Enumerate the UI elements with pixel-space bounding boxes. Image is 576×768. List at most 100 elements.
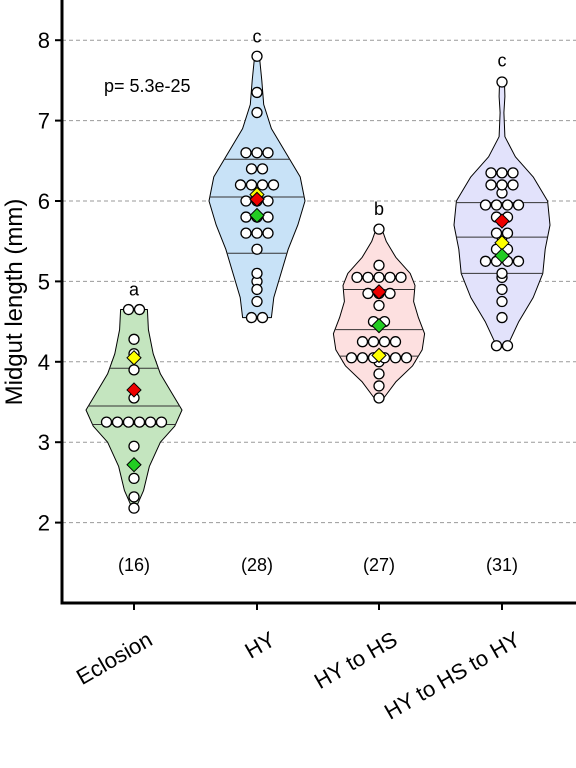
data-point	[251, 50, 263, 62]
data-point	[384, 271, 396, 284]
sample-size-label: (27)	[363, 555, 395, 575]
green-diamond-marker	[371, 317, 387, 334]
data-point	[501, 199, 514, 211]
green-diamond-marker	[126, 457, 142, 473]
data-point	[144, 416, 157, 428]
data-point	[128, 472, 140, 485]
points-3	[345, 223, 413, 404]
data-point	[245, 163, 258, 175]
y-tick-label: 2	[38, 511, 50, 536]
data-point	[490, 199, 503, 211]
data-point	[501, 340, 514, 352]
data-point	[122, 303, 135, 316]
data-point	[373, 299, 385, 312]
data-point	[240, 227, 252, 239]
data-point	[251, 106, 263, 119]
data-point	[389, 352, 402, 364]
data-point	[251, 147, 263, 159]
data-point	[128, 491, 140, 503]
y-tick-label: 3	[38, 430, 50, 455]
data-point	[133, 303, 146, 316]
y-tick-label: 7	[38, 109, 50, 134]
data-point	[512, 255, 525, 267]
x-tick-label: Eclosion	[72, 627, 157, 690]
data-point	[251, 295, 263, 308]
sample-size-label: (31)	[486, 555, 518, 575]
green-diamond-marker	[494, 247, 510, 264]
data-point	[373, 259, 385, 271]
red-diamond-marker	[126, 382, 142, 398]
data-point	[267, 179, 280, 191]
significance-letter: a	[129, 280, 140, 300]
data-point	[262, 227, 274, 239]
data-point	[479, 199, 492, 211]
points-1	[100, 303, 168, 514]
y-tick-label: 4	[38, 350, 50, 375]
red-diamond-marker	[249, 191, 265, 208]
data-point	[155, 416, 168, 428]
data-point	[262, 195, 274, 207]
y-tick-label: 8	[38, 28, 50, 53]
data-point	[362, 271, 374, 284]
data-point	[362, 287, 374, 300]
data-point	[496, 167, 508, 179]
p-value-annotation: p= 5.3e-25	[104, 76, 191, 96]
data-point	[507, 167, 519, 179]
data-point	[100, 416, 113, 428]
data-point	[251, 267, 263, 280]
x-tick-label: HY	[241, 626, 280, 663]
y-tick-label: 5	[38, 269, 50, 294]
data-point	[256, 179, 269, 191]
data-point	[251, 243, 263, 255]
data-point	[240, 147, 252, 159]
data-point	[496, 267, 508, 280]
data-point	[351, 271, 363, 284]
data-point	[262, 211, 274, 223]
y-tick-label: 6	[38, 189, 50, 214]
y-axis-label: Midgut length (mm)	[1, 199, 28, 406]
significance-letter: b	[374, 199, 384, 219]
yellow-diamond-marker	[126, 350, 142, 366]
green-diamond-marker	[249, 207, 265, 224]
data-point	[251, 283, 263, 296]
data-point	[378, 336, 391, 348]
data-point	[485, 167, 497, 179]
data-point	[128, 333, 140, 345]
data-point	[128, 440, 140, 452]
data-point	[122, 416, 135, 428]
data-point	[496, 283, 508, 296]
violins	[85, 55, 551, 509]
data-point	[485, 179, 497, 191]
data-point	[367, 336, 380, 348]
data-point	[373, 271, 385, 284]
data-point	[395, 271, 407, 284]
data-point	[373, 223, 385, 235]
points-2	[234, 50, 280, 324]
data-point	[128, 502, 140, 514]
yellow-diamond-marker	[371, 347, 387, 364]
sample-size-label: (16)	[118, 555, 150, 575]
x-tick-label: HY to HS to HY	[380, 626, 525, 724]
significance-letter: c	[253, 26, 262, 46]
data-point	[234, 179, 247, 191]
data-point	[256, 163, 269, 175]
data-point	[256, 311, 269, 324]
data-point	[496, 311, 508, 324]
data-point	[507, 179, 519, 191]
data-point	[479, 255, 492, 267]
data-point	[245, 311, 258, 324]
data-point	[490, 340, 503, 352]
data-point	[240, 195, 252, 207]
red-diamond-marker	[371, 284, 387, 300]
data-point	[240, 211, 252, 223]
data-point	[111, 416, 124, 428]
red-diamond-marker	[494, 213, 510, 229]
data-point	[496, 179, 508, 191]
data-point	[345, 352, 358, 364]
significance-letter: c	[498, 50, 507, 70]
data-point	[384, 287, 396, 300]
data-point	[128, 364, 140, 376]
points-4	[479, 76, 525, 352]
data-point	[251, 227, 263, 239]
